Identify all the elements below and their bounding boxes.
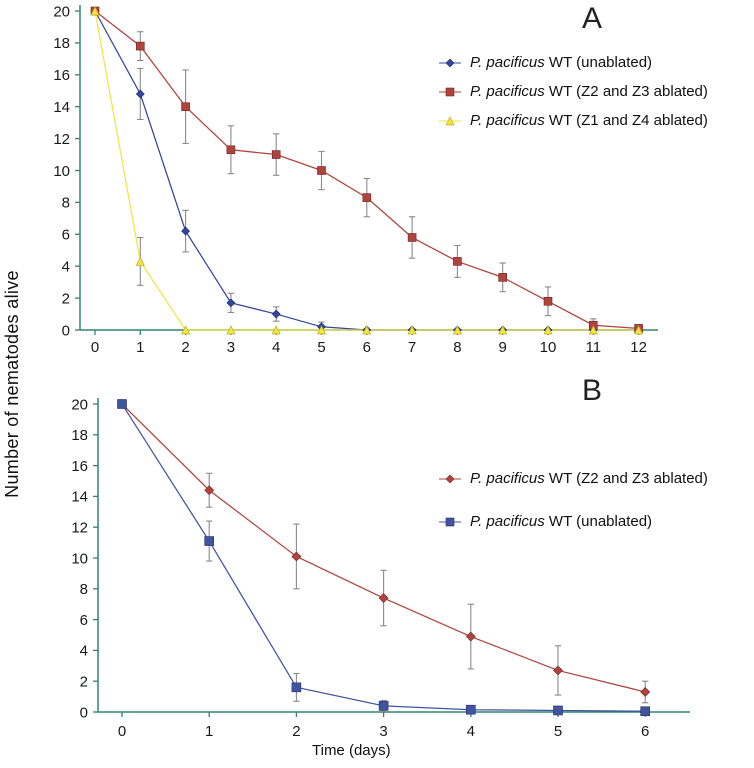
- x-tick-label: 5: [317, 339, 325, 356]
- y-tick-label: 2: [80, 673, 88, 690]
- y-tick-label: 10: [53, 163, 70, 180]
- series-line: [121, 403, 646, 712]
- legend-item: P. pacificus WT (Z1 and Z4 ablated): [438, 112, 708, 129]
- legend-item: P. pacificus WT (Z2 and Z3 ablated): [438, 83, 708, 100]
- y-tick-label: 14: [53, 99, 70, 116]
- y-tick-label: 8: [62, 195, 70, 212]
- legend-label: P. pacificus WT (Z2 and Z3 ablated): [470, 83, 708, 100]
- x-tick-label: 2: [292, 723, 300, 740]
- x-tick-label: 2: [181, 339, 189, 356]
- x-tick-label: 0: [91, 339, 99, 356]
- y-tick-label: 12: [71, 519, 88, 536]
- legend-label: P. pacificus WT (Z2 and Z3 ablated): [470, 470, 708, 487]
- legend-item: P. pacificus WT (unablated): [438, 513, 708, 530]
- legend-label: P. pacificus WT (unablated): [470, 513, 653, 530]
- legend-item: P. pacificus WT (Z2 and Z3 ablated): [438, 470, 708, 487]
- y-tick-label: 4: [80, 643, 88, 660]
- series-line: [121, 403, 646, 693]
- x-tick-label: 10: [540, 339, 557, 356]
- x-tick-label: 12: [630, 339, 647, 356]
- diamond-marker-icon: [439, 58, 461, 67]
- x-tick-label: 9: [499, 339, 507, 356]
- x-tick-label: 1: [205, 723, 213, 740]
- x-tick-label: 3: [227, 339, 235, 356]
- x-tick-label: 4: [272, 339, 280, 356]
- y-tick-label: 6: [62, 227, 70, 244]
- legend-label: P. pacificus WT (Z1 and Z4 ablated): [470, 112, 708, 129]
- x-tick-label: 7: [408, 339, 416, 356]
- square-marker-icon: [439, 87, 461, 96]
- x-axis-label: Time (days): [312, 742, 391, 759]
- diamond-marker-icon: [439, 474, 461, 483]
- y-tick-label: 10: [71, 550, 88, 567]
- y-tick-label: 18: [53, 35, 70, 52]
- legend-b: P. pacificus WT (Z2 and Z3 ablated) P. pa…: [438, 470, 708, 530]
- panel-a-label: A: [582, 2, 603, 35]
- legend-label: P. pacificus WT (unablated): [470, 54, 653, 71]
- y-tick-label: 2: [62, 290, 70, 307]
- x-tick-label: 0: [118, 723, 126, 740]
- x-tick-label: 5: [554, 723, 562, 740]
- x-tick-label: 8: [453, 339, 461, 356]
- y-tick-label: 14: [71, 489, 88, 506]
- x-tick-label: 1: [136, 339, 144, 356]
- x-tick-label: 3: [379, 723, 387, 740]
- panel-b-label: B: [582, 374, 603, 407]
- square-marker-icon: [439, 517, 461, 526]
- x-tick-label: 6: [641, 723, 649, 740]
- y-tick-label: 0: [62, 322, 70, 339]
- triangle-marker-icon: [439, 115, 461, 125]
- y-tick-label: 20: [71, 396, 88, 413]
- x-tick-label: 6: [363, 339, 371, 356]
- y-tick-label: 20: [53, 3, 70, 20]
- y-tick-label: 6: [80, 612, 88, 629]
- x-tick-label: 4: [467, 723, 475, 740]
- legend-a: P. pacificus WT (unablated) P. pacificus …: [438, 54, 708, 129]
- y-tick-label: 4: [62, 258, 70, 275]
- legend-item: P. pacificus WT (unablated): [438, 54, 708, 71]
- y-tick-label: 12: [53, 131, 70, 148]
- y-tick-label: 18: [71, 427, 88, 444]
- y-tick-label: 0: [80, 704, 88, 721]
- x-tick-label: 11: [586, 339, 602, 356]
- y-tick-label: 16: [53, 67, 70, 84]
- y-tick-label: 16: [71, 458, 88, 475]
- y-tick-label: 8: [80, 581, 88, 598]
